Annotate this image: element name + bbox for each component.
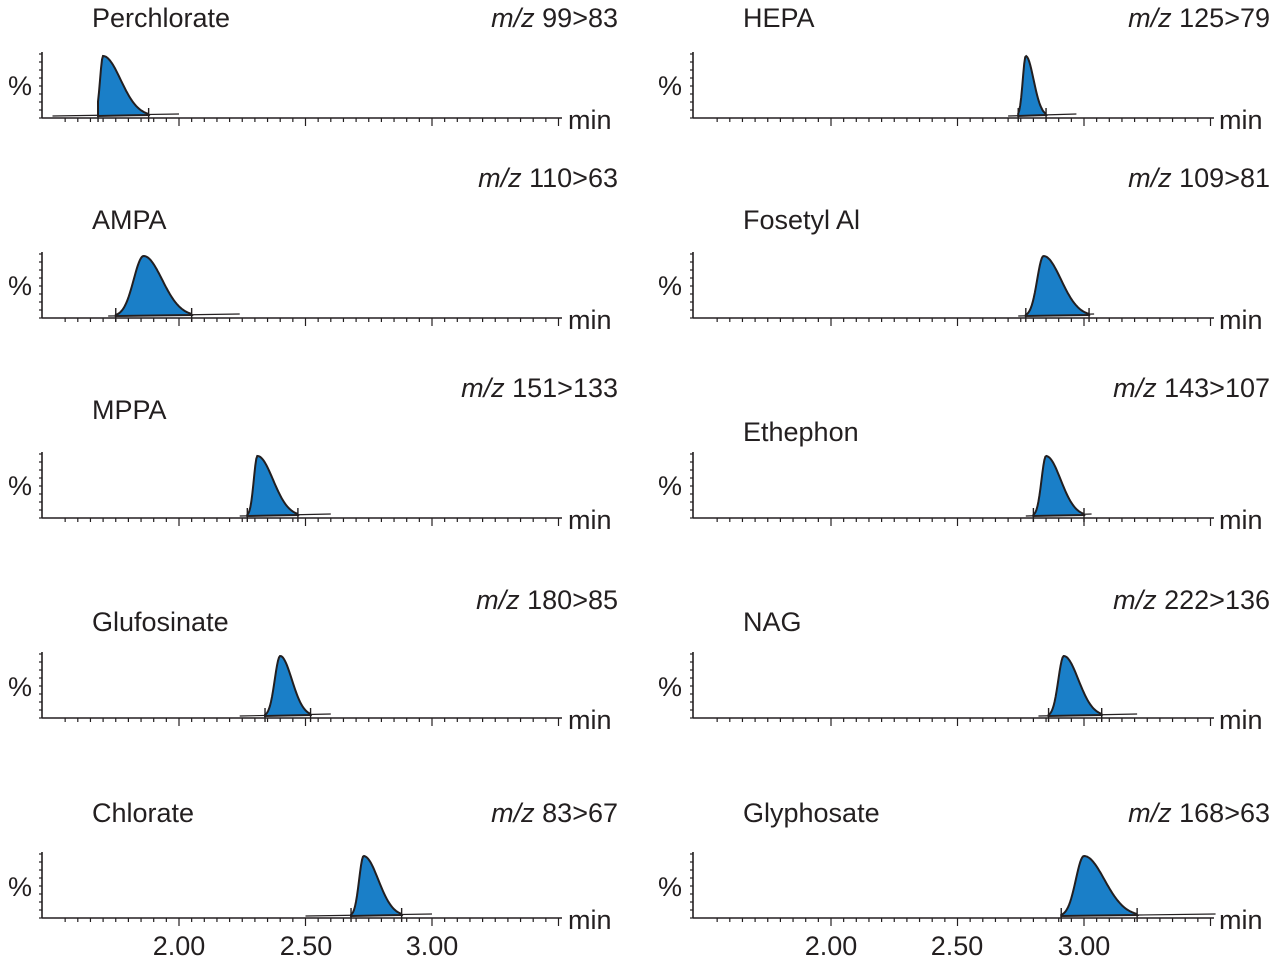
transition-label: m/z 125>79: [1128, 2, 1270, 34]
x-axis-unit: min: [1219, 905, 1263, 935]
x-tick-label: 3.00: [1057, 931, 1111, 961]
peak-area: [1047, 654, 1103, 718]
transition-value: 83>67: [542, 798, 618, 828]
compound-label: Glufosinate: [92, 607, 229, 637]
peak-area: [1017, 54, 1048, 118]
transition-prefix: m/z: [461, 373, 505, 403]
y-axis-label: %: [8, 872, 33, 902]
transition-label: m/z 143>107: [1113, 372, 1270, 404]
transition-prefix: m/z: [1113, 585, 1157, 615]
peak-area: [1024, 254, 1091, 318]
y-axis-label: %: [658, 471, 683, 501]
transition-prefix: m/z: [1128, 3, 1172, 33]
x-tick-label: 2.00: [152, 931, 206, 961]
transition-prefix: m/z: [1128, 798, 1172, 828]
transition-label: m/z 222>136: [1113, 584, 1270, 616]
x-axis-unit: min: [1219, 305, 1263, 335]
transition-value: 109>81: [1179, 163, 1270, 193]
transition-label: m/z 168>63: [1128, 797, 1270, 829]
transition-value: 110>63: [529, 163, 618, 193]
x-axis-unit: min: [1219, 505, 1263, 535]
transition-prefix: m/z: [1128, 163, 1172, 193]
peak-area: [349, 854, 404, 918]
y-axis-label: %: [658, 872, 683, 902]
transition-prefix: m/z: [491, 798, 535, 828]
x-axis-unit: min: [568, 105, 612, 135]
x-axis-unit: min: [568, 505, 612, 535]
x-axis-unit: min: [568, 705, 612, 735]
peak-area: [96, 54, 151, 118]
x-axis-unit: min: [568, 905, 612, 935]
compound-label: NAG: [743, 607, 802, 637]
transition-value: 222>136: [1164, 585, 1270, 615]
x-tick-label: 3.00: [405, 931, 459, 961]
x-axis-unit: min: [1219, 105, 1263, 135]
transition-label: m/z 99>83: [491, 2, 618, 34]
compound-label: Perchlorate: [92, 3, 231, 33]
y-axis-label: %: [8, 471, 33, 501]
y-axis-label: %: [658, 71, 683, 101]
transition-label: m/z 151>133: [461, 372, 618, 404]
transition-value: 143>107: [1164, 373, 1270, 403]
transition-prefix: m/z: [476, 585, 520, 615]
peak-area: [1032, 454, 1086, 518]
y-axis-label: %: [8, 672, 33, 702]
y-axis-label: %: [658, 672, 683, 702]
compound-label: AMPA: [92, 205, 167, 235]
transition-prefix: m/z: [1113, 373, 1157, 403]
x-axis-unit: min: [1219, 705, 1263, 735]
transition-label: m/z 83>67: [491, 797, 618, 829]
compound-label: MPPA: [92, 395, 167, 425]
transition-label: m/z 109>81: [1128, 162, 1270, 194]
x-tick-label: 2.50: [930, 931, 984, 961]
transition-value: 151>133: [512, 373, 618, 403]
compound-label: Glyphosate: [743, 798, 880, 828]
x-tick-label: 2.50: [279, 931, 333, 961]
peak-area: [263, 654, 313, 718]
peak-area: [246, 454, 300, 518]
transition-value: 99>83: [542, 3, 618, 33]
peak-area: [114, 254, 194, 318]
transition-label: m/z 180>85: [476, 584, 618, 616]
compound-label: Ethephon: [743, 417, 859, 447]
compound-label: Chlorate: [92, 798, 195, 828]
compound-label: HEPA: [743, 3, 815, 33]
y-axis-label: %: [658, 271, 683, 301]
compound-label: Fosetyl Al: [743, 205, 861, 235]
x-tick-label: 2.00: [804, 931, 858, 961]
x-axis-unit: min: [568, 305, 612, 335]
y-axis-label: %: [8, 271, 33, 301]
transition-value: 168>63: [1179, 798, 1270, 828]
transition-value: 180>85: [527, 585, 618, 615]
transition-prefix: m/z: [478, 163, 522, 193]
peak-area: [1060, 854, 1140, 918]
y-axis-label: %: [8, 71, 33, 101]
transition-prefix: m/z: [491, 3, 535, 33]
transition-label: m/z 110>63: [478, 162, 618, 194]
transition-value: 125>79: [1179, 3, 1270, 33]
